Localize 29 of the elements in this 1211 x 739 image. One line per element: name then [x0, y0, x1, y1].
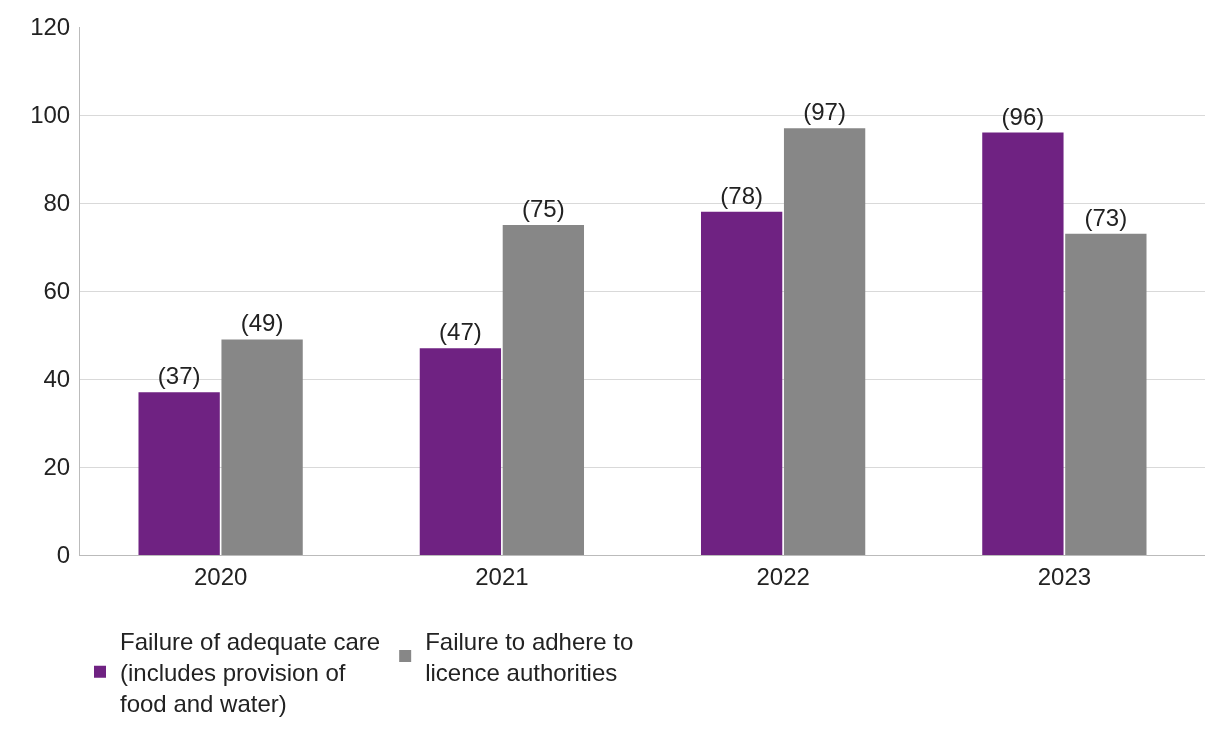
bar: [1065, 233, 1147, 555]
bar: [138, 392, 220, 555]
x-tick-label: 2023: [1037, 562, 1092, 590]
data-label: (96): [1001, 102, 1045, 130]
y-tick-label: 60: [43, 277, 71, 305]
legend-label: Failure of adequate care (includes provision of food and water): [120, 627, 381, 718]
x-tick-label: 2022: [756, 562, 810, 590]
data-label: (49): [240, 309, 284, 337]
data-label: (97): [803, 98, 846, 126]
y-tick-label: 100: [30, 101, 71, 129]
data-label: (73): [1084, 203, 1128, 231]
data-label: (78): [720, 181, 763, 209]
data-label: (37): [157, 362, 201, 390]
bar: [783, 128, 866, 555]
y-tick-label: 20: [43, 453, 71, 481]
x-tick-label: 2021: [475, 562, 529, 590]
x-tick-label: 2020: [193, 562, 248, 590]
y-tick-label: 40: [43, 365, 71, 393]
legend-label: Failure to adhere to licence authorities: [425, 627, 634, 687]
bar: [700, 211, 783, 555]
bar: [221, 339, 303, 555]
bar: [502, 225, 585, 555]
bar: [982, 132, 1064, 555]
y-tick-label: 80: [43, 189, 71, 217]
data-label: (47): [439, 318, 482, 346]
y-tick-label: 120: [30, 13, 71, 41]
y-tick-label: 0: [56, 541, 71, 569]
bar: [419, 348, 502, 555]
data-label: (75): [522, 195, 565, 222]
